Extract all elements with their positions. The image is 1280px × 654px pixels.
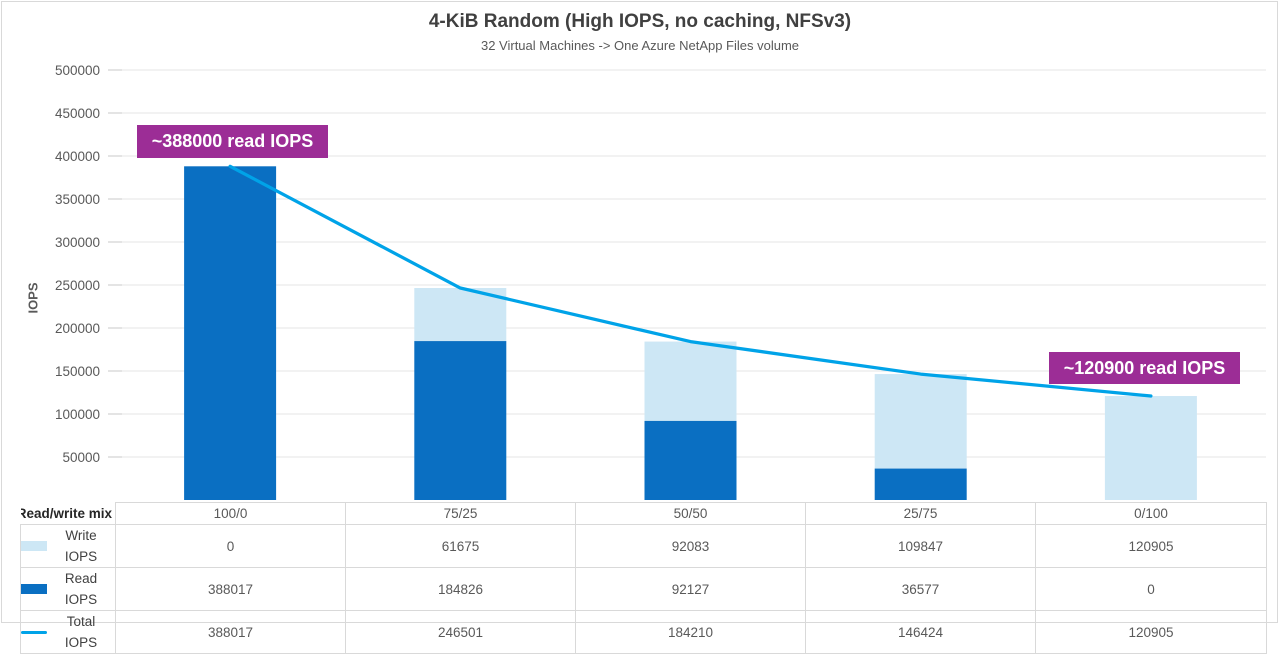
write-iops-bar — [644, 341, 737, 421]
y-tick-label: 450000 — [55, 106, 100, 121]
y-tick-label: 200000 — [55, 321, 100, 336]
category-cell: 100/0 — [115, 502, 346, 525]
y-tick-label: 250000 — [55, 278, 100, 293]
read-iops-bar — [874, 468, 967, 500]
y-tick-label: 500000 — [55, 63, 100, 78]
write-iops-bar — [874, 374, 967, 469]
value-cell: 246501 — [345, 610, 576, 654]
value-cell: 388017 — [115, 567, 346, 611]
y-tick-label: 150000 — [55, 364, 100, 379]
write-iops-swatch-icon — [21, 541, 47, 551]
read-iops-bar — [644, 420, 737, 500]
category-cell: 75/25 — [345, 502, 576, 525]
value-cell: 120905 — [1035, 610, 1267, 654]
y-tick-label: 350000 — [55, 192, 100, 207]
write-iops-bar — [1104, 396, 1197, 500]
series-header-cell: Write IOPS — [20, 524, 116, 568]
series-label: Write IOPS — [64, 528, 98, 564]
value-cell: 92083 — [575, 524, 806, 568]
y-tick-label: 100000 — [55, 407, 100, 422]
value-cell: 36577 — [805, 567, 1036, 611]
value-cell: 0 — [1035, 567, 1267, 611]
page-title: 4-KiB Random (High IOPS, no caching, NFS… — [428, 11, 852, 32]
total-iops-swatch-icon — [21, 630, 47, 634]
value-cell: 92127 — [575, 567, 806, 611]
category-cell: 25/75 — [805, 502, 1036, 525]
data-table: Read/write mix 100/0 75/25 50/50 25/75 0/100 W… — [20, 502, 1267, 654]
read-iops-bar — [184, 166, 277, 501]
value-cell: 184826 — [345, 567, 576, 611]
value-cell: 0 — [115, 524, 346, 568]
value-cell: 146424 — [805, 610, 1036, 654]
y-tick-label: 400000 — [55, 149, 100, 164]
annotation-high-read-iops: ~388000 read IOPS — [137, 125, 328, 158]
value-cell: 109847 — [805, 524, 1036, 568]
value-cell: 120905 — [1035, 524, 1267, 568]
y-tick-label: 50000 — [62, 450, 100, 465]
row-header-cell: Read/write mix — [20, 502, 116, 525]
table-row: Total IOPS 388017 246501 184210 146424 120905 — [20, 610, 1267, 654]
category-cell: 50/50 — [575, 502, 806, 525]
chart-svg: 50000 100000 150000 200000 250000 300000 35000… — [55, 63, 1266, 501]
series-header-cell: Total IOPS — [20, 610, 116, 654]
data-table-body: Read/write mix 100/0 75/25 50/50 25/75 0/100 W… — [20, 502, 1267, 654]
table-row: Write IOPS 0 61675 92083 109847 120905 — [20, 524, 1267, 568]
value-cell: 184210 — [575, 610, 806, 654]
annotation-low-read-iops: ~120900 read IOPS — [1049, 352, 1240, 384]
total-iops-line — [228, 164, 1153, 398]
read-iops-swatch-icon — [21, 584, 47, 594]
read-write-mix-label: Read/write mix — [20, 505, 113, 521]
table-row: Read IOPS 388017 184826 92127 36577 0 — [20, 567, 1267, 611]
table-row: Read/write mix 100/0 75/25 50/50 25/75 0/100 — [20, 502, 1267, 525]
series-label: Read IOPS — [64, 571, 98, 607]
value-cell: 61675 — [345, 524, 576, 568]
write-iops-bar — [414, 288, 507, 342]
page-subtitle: 32 Virtual Machines -> One Azure NetApp … — [480, 38, 800, 53]
read-iops-bar — [414, 341, 507, 500]
series-label: Total IOPS — [64, 614, 98, 650]
category-cell: 0/100 — [1035, 502, 1267, 525]
y-tick-label: 300000 — [55, 235, 100, 250]
series-header-cell: Read IOPS — [20, 567, 116, 611]
value-cell: 388017 — [115, 610, 346, 654]
